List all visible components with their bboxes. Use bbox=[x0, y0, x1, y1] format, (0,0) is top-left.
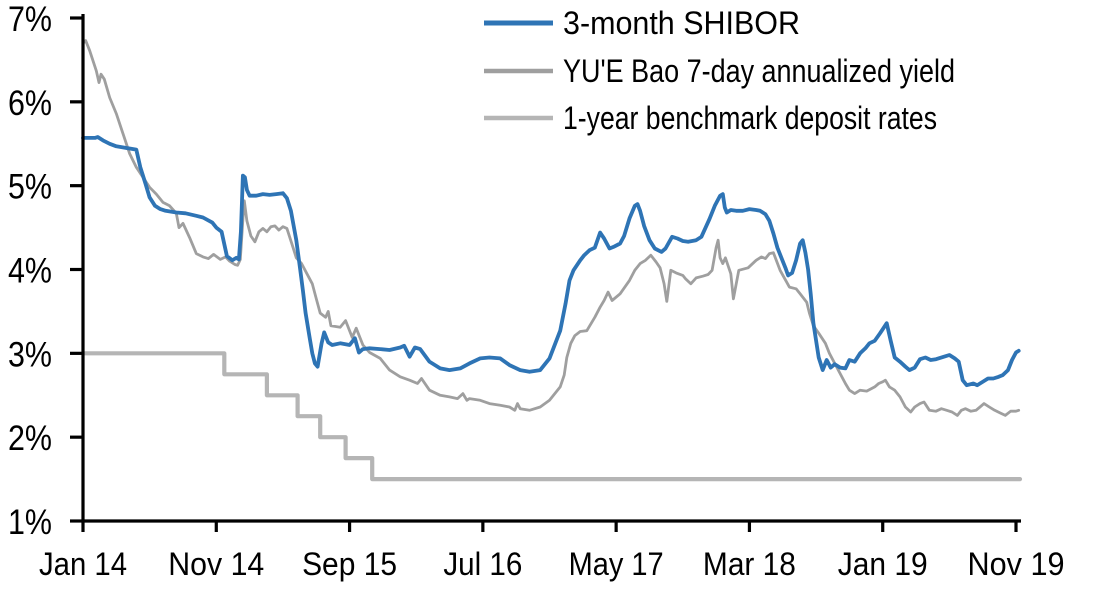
y-axis-label: 4% bbox=[8, 252, 52, 291]
y-axis-label: 2% bbox=[8, 419, 52, 458]
x-axis-label: Nov 14 bbox=[168, 546, 264, 582]
y-axis-label: 7% bbox=[8, 0, 52, 39]
x-axis-label: Sep 15 bbox=[302, 546, 397, 582]
y-axis-label: 6% bbox=[8, 84, 52, 123]
x-axis-label: Jan 14 bbox=[39, 546, 127, 582]
legend-label-3-month-shibor: 3-month SHIBOR bbox=[563, 5, 800, 41]
x-axis-label: Mar 18 bbox=[703, 546, 796, 582]
y-axis-label: 1% bbox=[8, 503, 52, 542]
legend-item-1-year-benchmark-deposit-rates: 1-year benchmark deposit rates bbox=[484, 100, 937, 136]
legend-item-yu-e-bao-7-day-annualized-yield: YU'E Bao 7-day annualized yield bbox=[484, 53, 955, 89]
x-axis-label: Jan 19 bbox=[838, 546, 928, 582]
x-axis-label: Jul 16 bbox=[443, 546, 522, 582]
y-axis-label: 5% bbox=[8, 168, 52, 207]
legend-label-yu-e-bao-7-day-annualized-yield: YU'E Bao 7-day annualized yield bbox=[563, 53, 955, 89]
series-3-month-shibor bbox=[81, 135, 1021, 388]
series-1-year-benchmark-deposit-rates bbox=[80, 351, 1023, 482]
legend-item-3-month-shibor: 3-month SHIBOR bbox=[484, 5, 800, 41]
axis-lines bbox=[81, 14, 1021, 523]
x-axis-label: Nov 19 bbox=[968, 546, 1065, 582]
x-axis-label: May 17 bbox=[569, 546, 664, 582]
legend-label-1-year-benchmark-deposit-rates: 1-year benchmark deposit rates bbox=[563, 100, 937, 136]
series-yu-e-bao-7-day-annualized-yield bbox=[81, 39, 1021, 417]
y-axis-label: 3% bbox=[8, 335, 52, 374]
